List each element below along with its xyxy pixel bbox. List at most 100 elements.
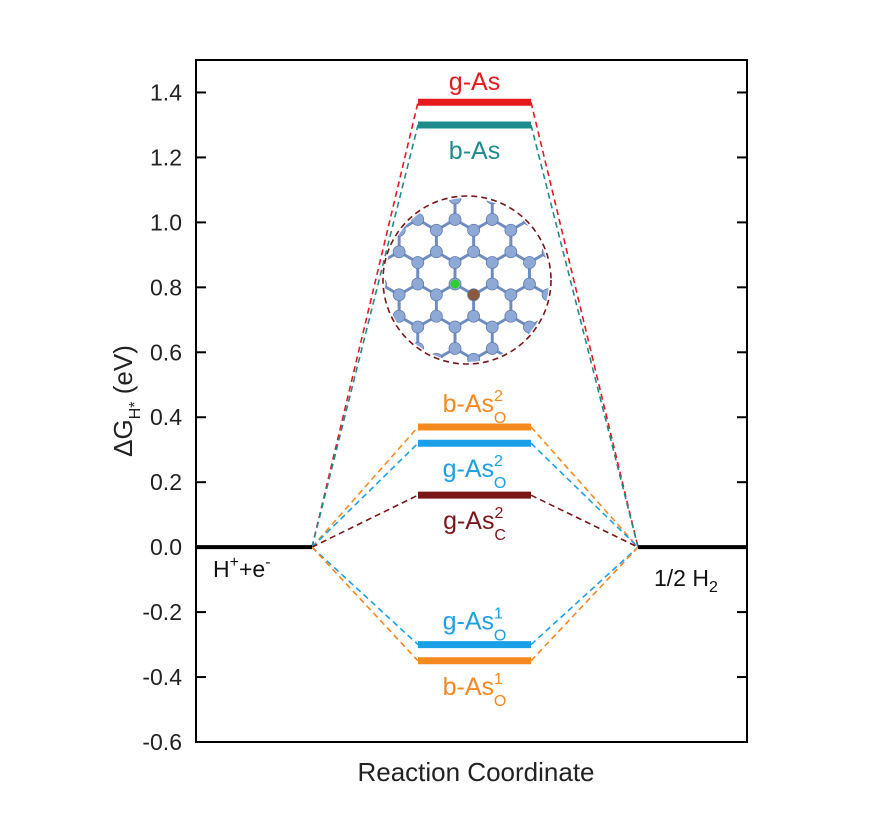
lattice-atom (635, 321, 647, 333)
lattice-atom (504, 245, 518, 259)
lattice-bond (567, 349, 586, 360)
lattice-bond (287, 284, 306, 295)
lattice-bond (641, 478, 660, 489)
lattice-bond (772, 478, 791, 489)
lattice-atom (561, 128, 573, 140)
y-tick-label: 1.0 (150, 209, 182, 235)
lattice-bond (697, 478, 716, 489)
lattice-atom (654, 224, 666, 236)
lattice-atom (411, 256, 425, 269)
y-tick-label: 1.2 (150, 144, 182, 170)
lattice-atom (411, 320, 425, 334)
lattice-bond (567, 155, 586, 166)
lattice-atom (691, 289, 703, 301)
lattice-atom (375, 450, 387, 462)
lattice-atom (561, 192, 573, 204)
lattice-bond (269, 91, 288, 102)
lattice-bond (287, 155, 306, 166)
lattice-atom (263, 321, 275, 333)
lattice-atom (429, 223, 443, 237)
lattice-atom (561, 85, 573, 97)
lattice-atom (300, 214, 312, 226)
lattice-atom (728, 375, 740, 387)
lattice-bond (362, 413, 381, 424)
lattice-atom (691, 482, 703, 494)
lattice-bond (641, 252, 660, 263)
lattice-bond (678, 445, 697, 456)
y-tick-label: -0.2 (142, 599, 182, 625)
lattice-bond (585, 187, 604, 198)
lattice-bond (641, 381, 660, 392)
lattice-atom (598, 214, 610, 226)
lattice-atom (617, 160, 629, 172)
lattice-bond (306, 381, 325, 392)
lattice-atom (393, 375, 405, 387)
lattice-atom (542, 418, 554, 430)
lattice-bond (491, 198, 512, 200)
lattice-bond (678, 413, 697, 424)
lattice-bond (585, 91, 604, 102)
lattice-bond (660, 413, 679, 424)
lattice-bond (269, 252, 288, 263)
lattice-bond (213, 252, 232, 263)
level-label-g-As2O: g-As2 O (443, 453, 507, 492)
lattice-atom (263, 214, 275, 226)
lattice-atom (504, 309, 518, 323)
lattice-bond (157, 123, 176, 134)
lattice-bond (250, 187, 269, 198)
lattice-atom (337, 343, 349, 355)
lattice-bond (567, 187, 586, 198)
lattice-bond (343, 478, 362, 489)
level-label-g-As2C: g-As2 C (443, 505, 506, 544)
lattice-atom (385, 213, 387, 226)
lattice-atom (485, 213, 499, 226)
lattice-atom (654, 375, 666, 387)
lattice-bond (548, 381, 567, 392)
lattice-atom (170, 181, 182, 193)
lattice-bond (716, 445, 735, 456)
lattice-atom (319, 117, 331, 129)
lattice-atom (710, 472, 722, 484)
lattice-bond (325, 381, 344, 392)
lattice-bond (325, 316, 344, 327)
lattice-bond (641, 349, 660, 360)
lattice-bond (418, 381, 437, 392)
lattice-bond (343, 155, 362, 166)
lattice-atom (226, 85, 238, 97)
lattice-atom (505, 160, 517, 172)
lattice-atom (429, 288, 443, 302)
lattice-atom (412, 85, 424, 97)
lattice-atom (617, 375, 629, 387)
lattice-atom (412, 149, 424, 161)
lattice-bond (660, 478, 679, 489)
lattice-atom (598, 321, 610, 333)
lattice-bond (176, 187, 195, 198)
lattice-atom (691, 375, 703, 387)
connector-lines (311, 102, 639, 662)
lattice-bond (385, 347, 400, 361)
lattice-bond (511, 155, 530, 166)
lattice-atom (710, 321, 722, 333)
lattice-atom (672, 321, 684, 333)
lattice-atom (617, 224, 629, 236)
lattice-bond (325, 123, 344, 134)
lattice-bond (362, 155, 381, 166)
lattice-bond (194, 123, 213, 134)
lattice-bond (399, 381, 418, 392)
lattice-bond (343, 445, 362, 456)
lattice-atom (672, 343, 684, 355)
lattice-atom (337, 85, 349, 97)
lattice-atom (617, 353, 629, 365)
lattice-bond (548, 91, 567, 102)
lattice-atom (300, 192, 312, 204)
lattice-atom (337, 128, 349, 140)
lattice-atom (356, 95, 368, 107)
lattice-atom (263, 278, 275, 290)
lattice-bond (343, 220, 362, 231)
lattice-atom (207, 181, 219, 193)
lattice-atom (710, 386, 722, 398)
lattice-bond (623, 284, 642, 295)
lattice-bond (604, 220, 623, 231)
lattice-atom (392, 288, 406, 302)
lattice-bond (381, 478, 400, 489)
